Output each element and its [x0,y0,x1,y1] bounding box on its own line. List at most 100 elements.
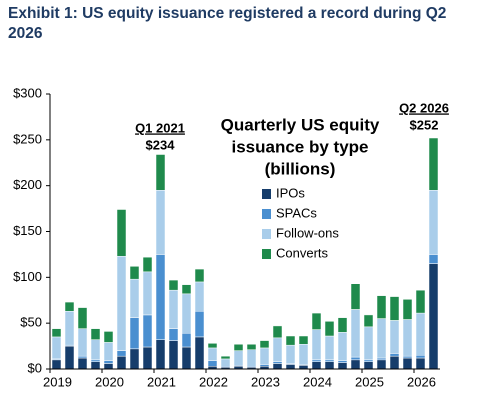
legend-label: Follow-ons [276,225,339,240]
bar-segment [259,340,270,349]
bar-segment [90,328,101,340]
bar-segment [90,339,101,361]
bar-segment [168,279,179,291]
bar-segment [51,359,62,370]
annotation-label: Q1 2021 [135,120,185,135]
legend-swatch [262,209,271,219]
bar-segment [181,333,192,348]
bar-segment [376,357,387,361]
bar-segment [389,320,400,354]
bar-segment [142,346,153,370]
bar-segment [233,344,244,351]
x-tick-label: 2023 [251,374,280,389]
bar-segment [350,356,361,361]
bar-segment [259,347,270,365]
legend-swatch [262,189,271,199]
bar-segment [363,314,374,328]
bar-segment [90,361,101,370]
bar-segment [337,317,348,333]
bar-segment [116,355,127,370]
x-tick-label: 2024 [303,374,332,389]
bar-segment [64,301,75,312]
bar-segment [103,342,114,361]
bar-segment [337,332,348,362]
bar-segment [402,357,413,370]
legend-label: IPOs [276,185,305,200]
x-tick-label: 2022 [199,374,228,389]
bar-segment [77,307,88,329]
legend-swatch [262,249,271,259]
x-tick-label: 2021 [147,374,176,389]
bar-segment [402,319,413,357]
bar-segment [415,355,426,359]
bar-segment [285,344,296,364]
bar-segment [415,312,426,356]
bar-segment [168,289,179,329]
bar-segment [155,154,166,191]
bar-segment [428,137,439,191]
bar-segment [363,361,374,370]
bar-segment [142,271,153,316]
bar-segment [337,362,348,370]
bar-segment [129,266,140,280]
bar-segment [285,335,296,346]
bar-segment [194,336,205,370]
bar-segment [64,311,75,346]
bar-segment [324,321,335,337]
bar-segment [389,355,400,370]
bar-segment [155,339,166,370]
bar-segment [168,328,179,341]
bar-segment [220,355,231,360]
y-tick-label: $300 [13,85,42,100]
bar-segment [376,295,387,319]
bar-segment [311,361,322,370]
bar-segment [129,278,140,318]
bar-segment [77,355,88,359]
bar-segment [142,314,153,348]
bar-segment [311,312,322,330]
bar-segment [116,256,127,351]
x-tick-label: 2020 [95,374,124,389]
annotation-total: $234 [146,137,176,152]
bar-segment [51,328,62,338]
legend-label: Converts [276,245,329,260]
bar-segment [155,190,166,255]
bar-segment [116,350,127,357]
bar-segment [337,360,348,363]
y-tick-label: $100 [13,269,42,284]
bar-segment [155,254,166,340]
bar-segment [350,309,361,358]
bar-segment [51,336,62,360]
annotation-total: $252 [410,117,439,132]
bar-segment [246,349,257,367]
y-tick-label: $250 [13,131,42,146]
bar-segment [350,283,361,310]
y-tick-label: $0 [28,360,42,375]
bar-segment [194,281,205,312]
bar-segment [272,361,283,364]
bar-segment [285,364,296,370]
bar-segment [415,357,426,370]
bar-segment [272,363,283,370]
bar-segment [103,331,114,343]
bar-segment [298,344,309,365]
bar-segment [402,355,413,359]
bar-segment [402,299,413,320]
bar-segment [142,256,153,273]
chart-title: Quarterly US equity [221,115,380,134]
bar-segment [350,359,361,370]
chart-title: (billions) [265,159,336,178]
bar-segment [298,335,309,345]
bar-segment [428,254,439,264]
bar-segment [324,359,335,362]
bar-segment [272,337,283,362]
bar-segment [207,347,218,361]
bar-segment [324,361,335,370]
bar-segment [181,346,192,370]
bar-segment [181,293,192,334]
bar-segment [272,325,283,339]
bar-segment [389,353,400,357]
annotation-label: Q2 2026 [399,100,449,115]
bar-segment [181,284,192,295]
